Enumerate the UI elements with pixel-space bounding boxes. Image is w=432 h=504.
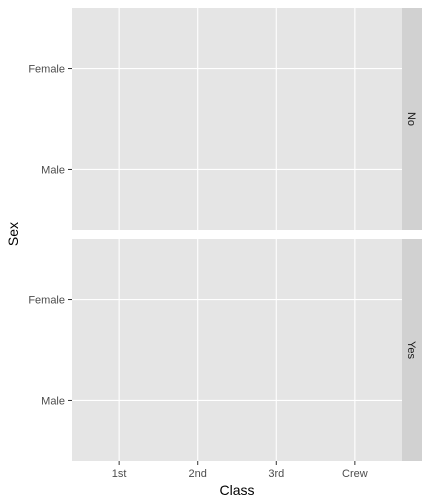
x-tick-label: 1st bbox=[112, 468, 127, 480]
panel-background bbox=[72, 8, 402, 230]
x-tick-label: Crew bbox=[342, 468, 368, 480]
facet-strip bbox=[402, 239, 422, 461]
facet-strip-label: No bbox=[405, 112, 417, 126]
x-tick-label: 2nd bbox=[189, 468, 207, 480]
y-axis-title: Sex bbox=[5, 222, 21, 246]
panel-background bbox=[72, 239, 402, 461]
facet-strip-label: Yes bbox=[405, 341, 417, 359]
y-tick-label: Male bbox=[41, 395, 65, 407]
x-axis-title: Class bbox=[219, 482, 254, 498]
facet-panels: Male Female No Male Female Yes 1st 2nd 3rd Crew bbox=[28, 8, 422, 480]
facet-strip bbox=[402, 8, 422, 230]
y-tick-label: Female bbox=[28, 295, 65, 307]
y-tick-label: Female bbox=[28, 64, 65, 76]
x-tick-label: 3rd bbox=[268, 468, 284, 480]
y-tick-label: Male bbox=[41, 164, 65, 176]
